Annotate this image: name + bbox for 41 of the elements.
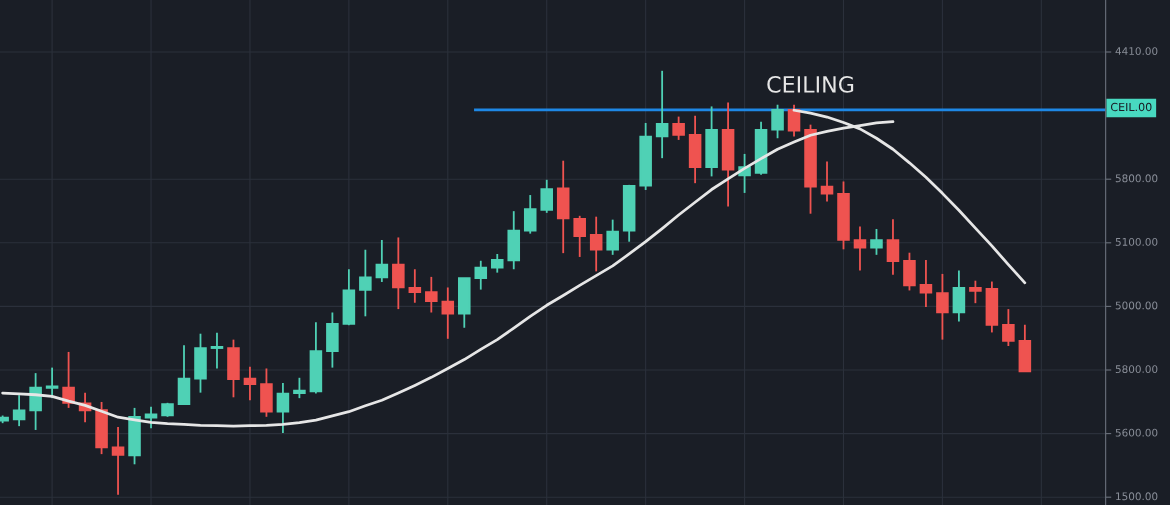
candlestick	[540, 178, 554, 214]
text: 5800.00	[1115, 174, 1158, 183]
candlestick	[969, 279, 982, 305]
candlestick	[573, 214, 586, 258]
candlestick	[606, 218, 619, 256]
text: 5600.00	[1115, 428, 1158, 437]
candlestick	[210, 331, 224, 370]
candlestick	[425, 275, 438, 314]
candlestick	[441, 286, 455, 340]
candlestick	[886, 218, 900, 276]
candlestick	[12, 394, 26, 428]
candlestick	[293, 376, 306, 400]
candlestick	[919, 259, 933, 308]
candlestick	[853, 225, 867, 272]
text: 5100.00	[1115, 237, 1158, 246]
candlestick	[589, 215, 603, 273]
candlestick	[408, 268, 422, 304]
candlestick	[870, 228, 883, 256]
text: 5000.00	[1115, 301, 1158, 310]
candlestick	[936, 273, 949, 341]
candlestick	[771, 103, 784, 140]
candlestick	[375, 239, 389, 283]
text: CEIL.00	[1110, 102, 1152, 112]
candlestick	[359, 248, 372, 318]
candlestick	[523, 194, 537, 235]
candlestick	[490, 253, 504, 274]
text: 1500.00	[1116, 492, 1158, 501]
candlestick	[276, 381, 290, 434]
candlestick	[474, 259, 488, 291]
candlestick	[392, 236, 405, 311]
candlestick	[820, 160, 834, 203]
candlestick	[655, 69, 669, 160]
candlestick	[144, 405, 158, 430]
candlestick	[243, 365, 257, 402]
text: 4410.00	[1115, 47, 1158, 56]
candlestick	[111, 426, 125, 496]
ref-line-label: CEILING	[767, 75, 854, 93]
candlestick	[1002, 308, 1015, 347]
text: 5800.00	[1115, 365, 1158, 374]
candlestick	[29, 372, 42, 431]
candlestick	[672, 115, 685, 141]
